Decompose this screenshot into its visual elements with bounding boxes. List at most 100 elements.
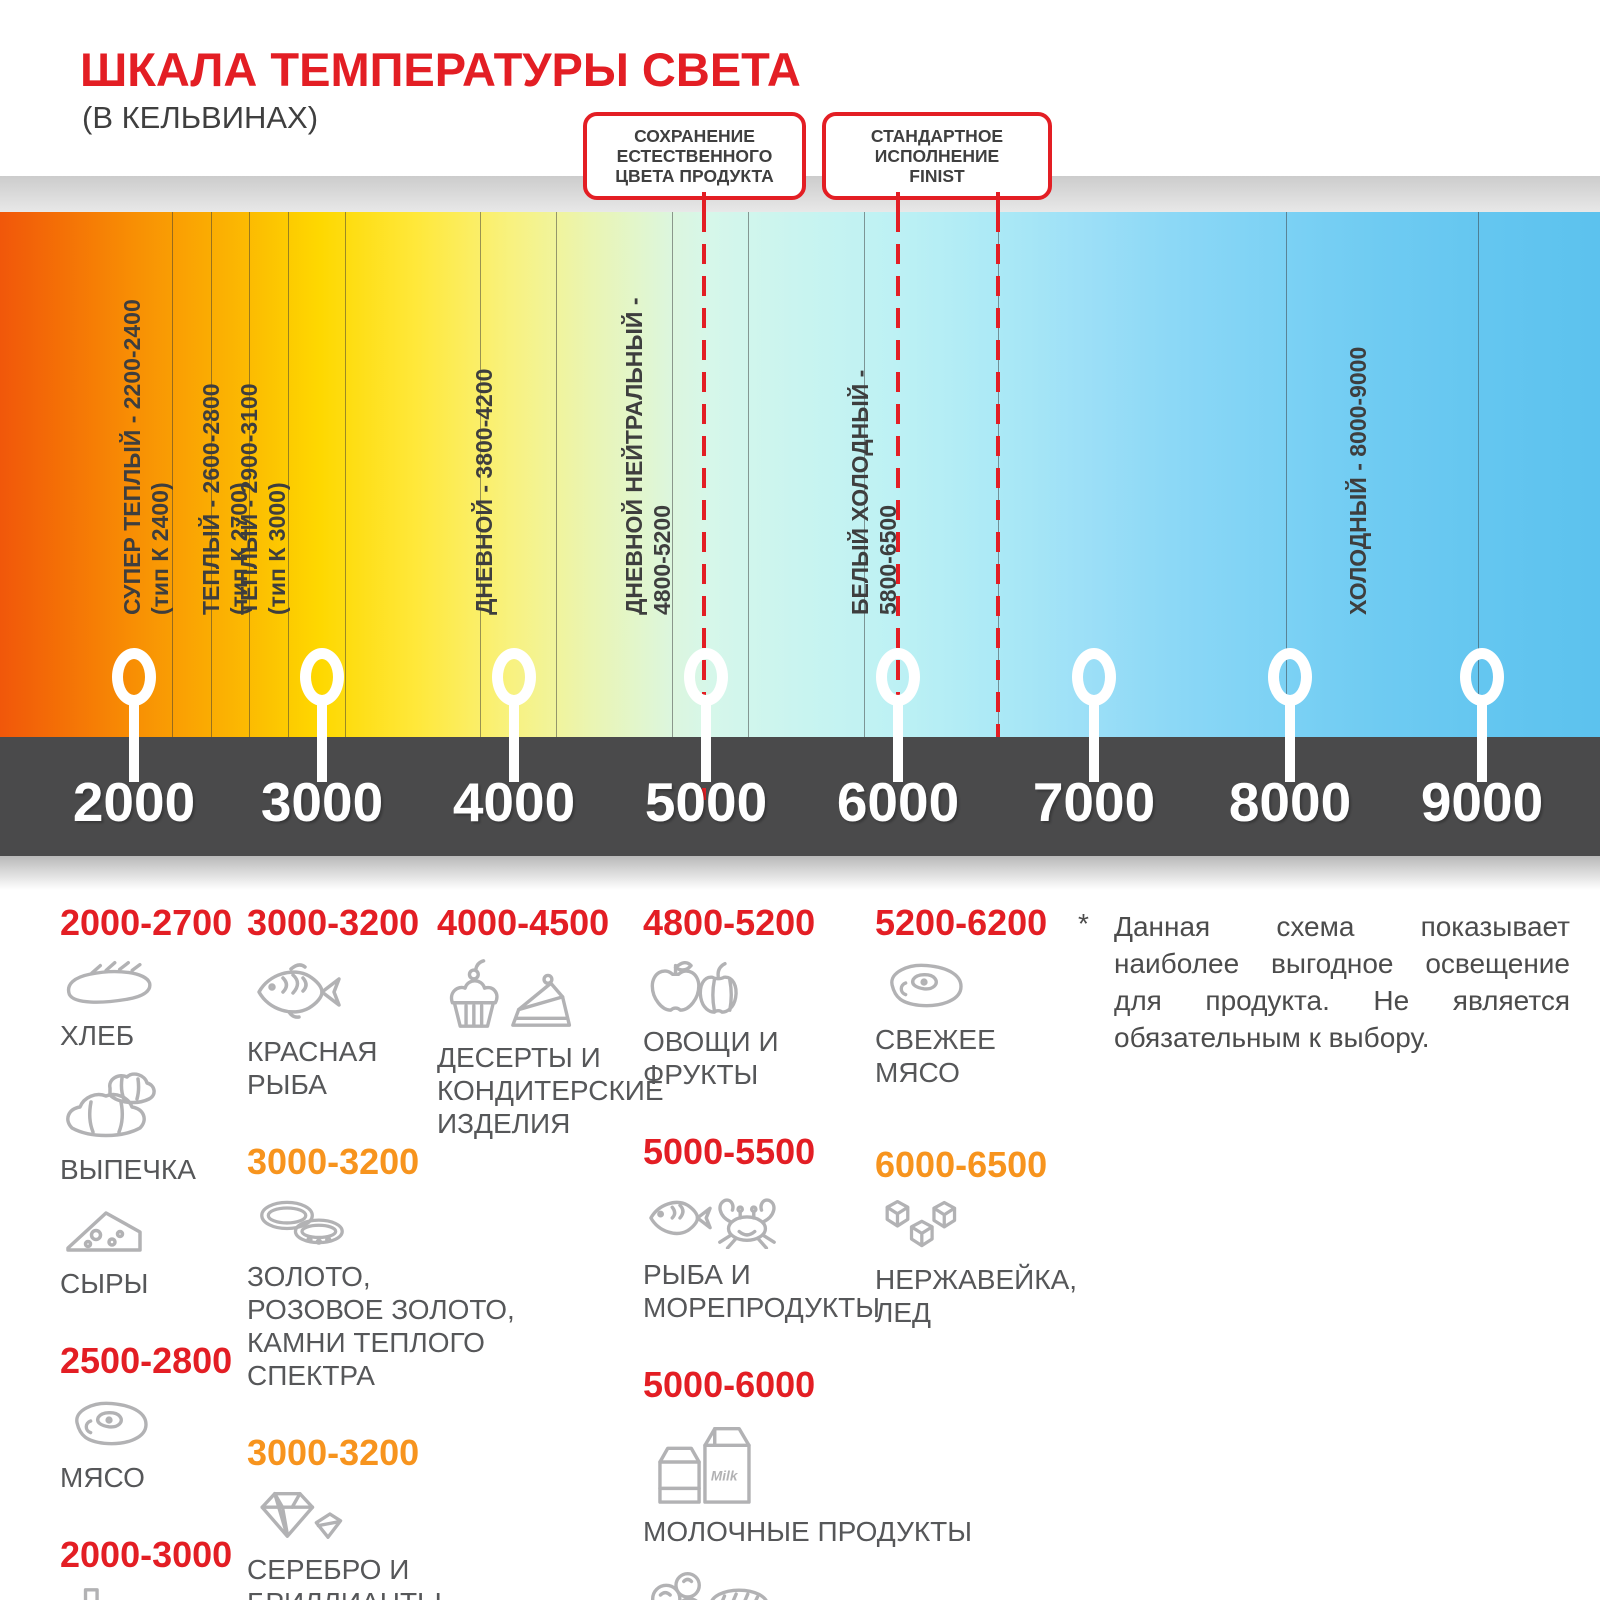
range-label: 2000-2700 — [60, 902, 233, 943]
range-label: 2500-2800 — [60, 1340, 233, 1381]
axis-tick-8000: 8000 — [1228, 771, 1352, 833]
band-label-warm-3000: ТЕПЛЫЙ - 2900-3100 (тип К 3000) — [236, 383, 290, 615]
axis-tick-9000: 9000 — [1420, 771, 1544, 833]
legend-group: 5200-6200 СВЕЖЕЕ МЯСО — [875, 902, 1070, 1089]
legend-item: Milk МОЛОЧНЫЕ ПРОДУКТЫ — [643, 1416, 973, 1548]
croissant-icon — [60, 1066, 235, 1149]
callout-natural-color: СОХРАНЕНИЕ ЕСТЕСТВЕННОГО ЦВЕТА ПРОДУКТА — [583, 112, 806, 200]
scale-pin-stem — [129, 704, 139, 782]
axis-tick-6000: 6000 — [836, 771, 960, 833]
legend-group: 2000-2700 ХЛЕБ ВЫПЕЧКА СЫРЫ — [60, 902, 235, 1300]
range-label: 4000-4500 — [437, 902, 610, 943]
legend-item-label: МОЛОЧНЫЕ ПРОДУКТЫ — [643, 1516, 973, 1547]
legend-column-3: 4000-4500 ДЕСЕРТЫ И КОНДИТЕРСКИЕ ИЗДЕЛИЯ — [437, 902, 664, 1174]
legend-item: ДЕСЕРТЫ И КОНДИТЕРСКИЕ ИЗДЕЛИЯ — [437, 954, 664, 1140]
scale-pin-stem — [1477, 704, 1487, 782]
ice-icon — [875, 1196, 1070, 1259]
range-label: 5200-6200 — [875, 902, 1048, 943]
scale-pin-stem — [317, 704, 327, 782]
axis-tick-2000: 2000 — [72, 771, 196, 833]
legend-item-label: МЯСО — [60, 1462, 145, 1493]
fish-icon — [247, 954, 432, 1031]
legend-group: 4800-5200 ОВОЩИ И ФРУКТЫ — [643, 902, 863, 1091]
scale-pin — [1072, 648, 1116, 706]
range-label: 3000-3200 — [247, 1141, 420, 1182]
band-label-super-warm: СУПЕР ТЕПЛЫЙ - 2200-2400 (тип К 2400) — [119, 299, 173, 615]
page-title: ШКАЛА ТЕМПЕРАТУРЫ СВЕТА — [80, 43, 801, 96]
band-label-cold: ХОЛОДНЫЙ - 8000-9000 — [1345, 346, 1371, 615]
scale-pin — [112, 648, 156, 706]
gridline — [556, 212, 557, 737]
band-label-daylight-neutral: ДНЕВНОЙ НЕЙТРАЛЬНЫЙ - 4800-5200 — [621, 297, 675, 616]
bread-icon — [60, 954, 235, 1015]
marker-dashed-line-5000k — [702, 212, 706, 800]
legend-item-label: ХЛЕБ — [60, 1020, 135, 1051]
legend-column-5: 5200-6200 СВЕЖЕЕ МЯСО 6000-6500 НЕРЖАВЕЙ… — [875, 902, 1078, 1363]
legend-item: ВЫПЕЧКА — [60, 1066, 235, 1186]
legend-item-label: НЕРЖАВЕЙКА, ЛЕД — [875, 1264, 1078, 1328]
legend-item: МЯСО — [60, 1392, 235, 1494]
gridline — [748, 212, 749, 737]
legend-item-label: РЫБА И МОРЕПРОДУКТЫ — [643, 1259, 881, 1323]
scale-pin-stem — [893, 704, 903, 782]
gridline — [1286, 212, 1287, 737]
legend-item: ОВОЩИ И ФРУКТЫ — [643, 954, 863, 1091]
range-label: 3000-3200 — [247, 1432, 420, 1473]
legend-item-label: ЗОЛОТО, РОЗОВОЕ ЗОЛОТО, КАМНИ ТЕПЛОГО СП… — [247, 1261, 515, 1391]
legend-group: 2500-2800 МЯСО — [60, 1340, 235, 1494]
legend-item: ХЛЕБ — [60, 954, 235, 1052]
legend-item-label: ОВОЩИ И ФРУКТЫ — [643, 1026, 779, 1090]
legend-group: 2000-3000 АКОГОЛЬ — [60, 1534, 235, 1600]
scale-pin-stem — [1089, 704, 1099, 782]
gridline — [672, 212, 673, 737]
axis-bar — [0, 737, 1600, 856]
scale-pin — [1268, 648, 1312, 706]
alcohol-icon — [60, 1586, 235, 1600]
desserts-icon — [437, 954, 637, 1037]
gridline — [864, 212, 865, 737]
axis-tick-4000: 4000 — [452, 771, 576, 833]
footnote-asterisk: * — [1078, 908, 1089, 939]
page-subtitle: (В КЕЛЬВИНАХ) — [82, 100, 319, 135]
scale-pin-stem — [509, 704, 519, 782]
legend-item: АКОГОЛЬ — [60, 1586, 235, 1600]
legend-item: РЫБА И МОРЕПРОДУКТЫ — [643, 1183, 881, 1324]
footnote-text: Данная схема показывает наиболее выгодно… — [1114, 911, 1570, 1053]
gridline — [480, 212, 481, 737]
legend-item: НЕРЖАВЕЙКА, ЛЕД — [875, 1196, 1078, 1329]
footnote: * Данная схема показывает наиболее выгод… — [1078, 908, 1570, 1056]
scale-pin-stem — [1285, 704, 1295, 782]
scale-pin — [876, 648, 920, 706]
marker-dashed-line-6000k — [896, 212, 900, 737]
gridline — [288, 212, 289, 737]
band-label-white-cold: БЕЛЫЙ ХОЛОДНЫЙ - 5800-6500 — [847, 369, 901, 615]
callout-stem — [702, 192, 706, 214]
cheese-icon — [60, 1200, 235, 1263]
legend-item-label: СВЕЖЕЕ МЯСО — [875, 1024, 996, 1088]
band-label-daylight: ДНЕВНОЙ - 3800-4200 — [471, 368, 497, 615]
legend-group: 4000-4500 ДЕСЕРТЫ И КОНДИТЕРСКИЕ ИЗДЕЛИЯ — [437, 902, 664, 1140]
scale-pin — [492, 648, 536, 706]
gridline — [1478, 212, 1479, 737]
legend-column-4: 4800-5200 ОВОЩИ И ФРУКТЫ 5000-5500 РЫБА … — [643, 902, 973, 1600]
legend-item: СЕРЕБРО И БРИЛЛИАНТЫ — [247, 1484, 442, 1600]
gridline — [172, 212, 173, 737]
scale-pin-stem — [701, 704, 711, 782]
scale-pin — [684, 648, 728, 706]
range-label: 2000-3000 — [60, 1534, 233, 1575]
meat-icon — [875, 954, 1070, 1019]
diamonds-icon — [247, 1484, 432, 1549]
axis-tick-5000: 5000 — [644, 771, 768, 833]
legend-item-label: КРАСНАЯ РЫБА — [247, 1036, 378, 1100]
callout-finist-standard: СТАНДАРТНОЕ ИСПОЛНЕНИЕ FINIST — [822, 112, 1052, 200]
callout-stem — [996, 192, 1000, 214]
meat-icon — [60, 1392, 235, 1457]
legend-item-label: ДЕСЕРТЫ И КОНДИТЕРСКИЕ ИЗДЕЛИЯ — [437, 1042, 664, 1139]
fish-seafood-icon — [643, 1183, 863, 1254]
legend-item-label: СЫРЫ — [60, 1268, 149, 1299]
rings-icon — [247, 1193, 432, 1256]
gridline — [345, 212, 346, 737]
legend-group: 3000-3200 КРАСНАЯ РЫБА — [247, 902, 432, 1101]
legend-item: ЗАМОРОЖЕННЫЕ ПОЛУФАБРИКАТЫ — [643, 1562, 863, 1600]
